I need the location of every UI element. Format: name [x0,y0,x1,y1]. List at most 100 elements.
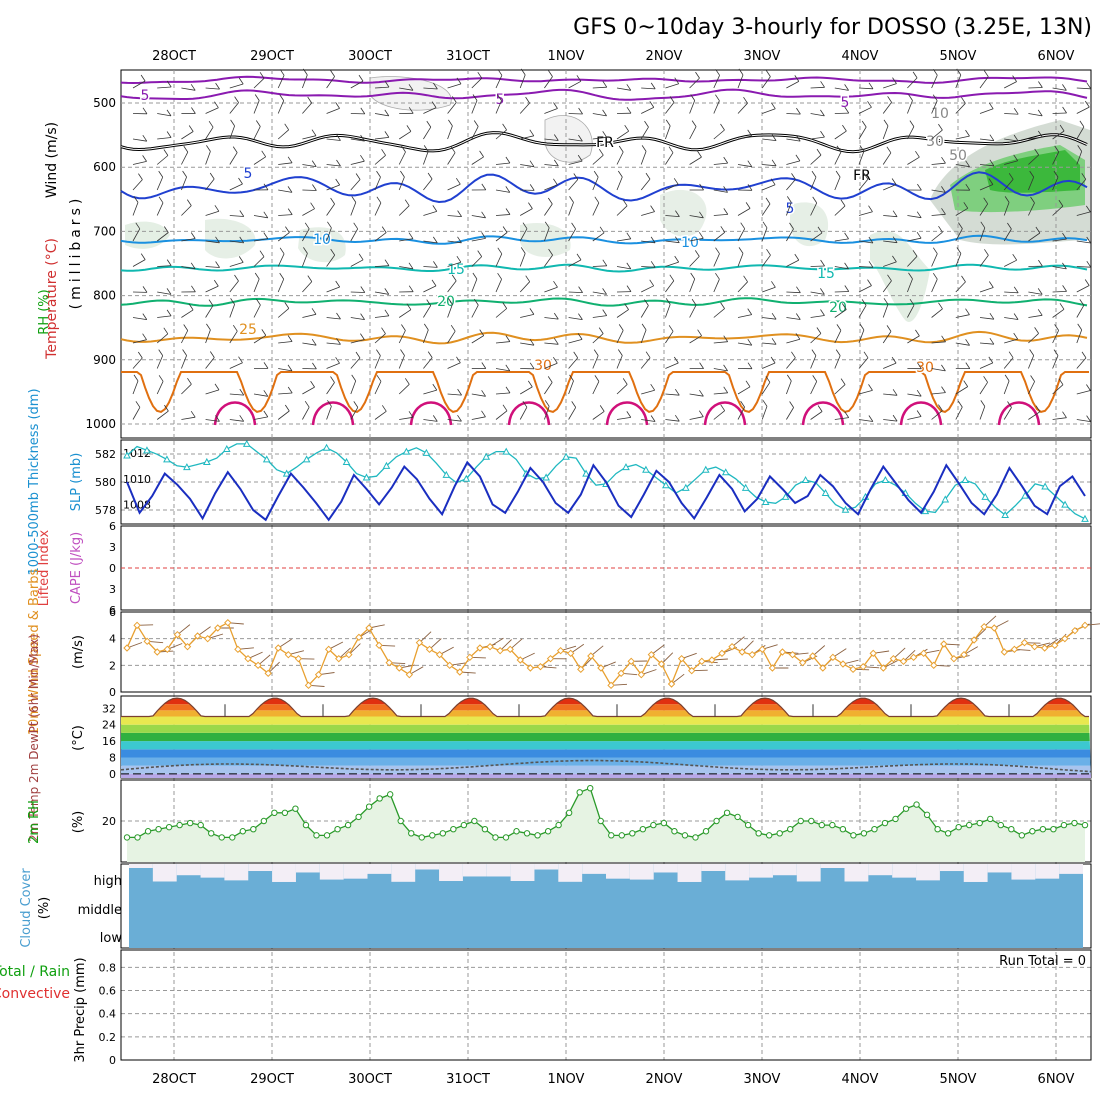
cloud-high-gap [177,864,201,875]
contour-label: 30 [916,360,934,376]
rh2m-point [724,810,729,815]
rh2m-point [293,806,298,811]
cloud-high-gap [678,864,702,882]
cloud-high-gap [868,864,892,875]
rh2m-point [135,835,140,840]
rh2m-point [387,792,392,797]
contour-label: 5 [496,92,505,108]
temp-band [121,749,1091,757]
thickness-tick: 582 [95,448,116,461]
rh2m-point [924,812,929,817]
rh2m-point [756,831,761,836]
rh2m-point [903,806,908,811]
contour-label: 20 [437,294,455,310]
contour-label: 30 [534,358,552,374]
rh2m-point [230,835,235,840]
rh2m-point [1072,820,1077,825]
rh2m-point [1009,827,1014,832]
wind-tick: 0 [109,686,116,699]
temp-tick: 0 [109,768,116,781]
rh2m-point [840,827,845,832]
temp-band [121,774,1091,778]
pressure-tick: 900 [93,353,116,367]
rh2m-point [872,827,877,832]
ylabel-wind: Wind (m/s) [44,122,60,198]
rh2m-point [1051,827,1056,832]
rh2m-point [609,833,614,838]
rh2m-point [861,831,866,836]
cloud-level-low: low [100,931,123,946]
rh2m-point [145,829,150,834]
rh2m-point [577,790,582,795]
cloud-high-gap [153,864,177,881]
rh2m-point [1082,822,1087,827]
rh2m-point [514,829,519,834]
pressure-tick: 500 [93,96,116,110]
cloud-high-gap [272,864,296,882]
rh2m-point [124,835,129,840]
date-label-top: 6NOV [1038,49,1075,64]
cloud-high-gap [248,864,272,871]
wind-barb [1053,113,1067,114]
cloud-high-gap [749,864,773,878]
temp-band [121,766,1091,774]
run-total: Run Total = 0 [999,954,1086,969]
cloud-high-gap [845,864,869,881]
wind-barb [1028,88,1042,89]
rh2m-point [672,829,677,834]
rh2m-point [630,831,635,836]
wind-barb [569,114,583,115]
date-label-bottom: 31OCT [446,1072,490,1087]
contour-label: 5 [244,166,253,182]
cape-tick: 0 [109,562,116,575]
ylabel-rh: RH (%) [37,289,52,334]
rh2m-point [977,820,982,825]
cloud-high-gap [487,864,511,876]
contour-label: FR [853,168,871,184]
contour-label: 20 [829,300,847,316]
cloud-high-gap [463,864,487,876]
cape-tick: 6 [109,520,116,533]
rh2m-point [830,822,835,827]
rh2m-point [745,822,750,827]
pressure-tick: 800 [93,289,116,303]
contour-label: 10 [313,232,331,248]
rh2m-point [1061,822,1066,827]
rh2m-point [198,822,203,827]
rh2m-point [282,810,287,815]
ylabel-convective: Convective [0,986,70,1002]
date-label-bottom: 4NOV [842,1072,879,1087]
ylabel-total-rain: Total / Rain [0,964,70,980]
ylabel-temp-units: (°C) [71,725,86,751]
precip-tick: 0 [109,1054,116,1067]
cloud-high-gap [1059,864,1083,874]
cloud-level-middle: middle [78,903,122,918]
cloud-high-gap [391,864,415,882]
rh2m-point [945,831,950,836]
rh2m-point [419,835,424,840]
rh2m-point [166,824,171,829]
cloud-high-gap [916,864,940,880]
date-label-top: 5NOV [940,49,977,64]
rh2m-point [703,829,708,834]
rh2m-point [472,818,477,823]
precip-tick: 0.4 [99,1008,117,1021]
date-label-bottom: 29OCT [250,1072,294,1087]
contour-label: 25 [239,322,257,338]
ylabel-wind-units: (m/s) [71,635,86,669]
date-label-top: 30OCT [348,49,392,64]
cloud-high-gap [773,864,797,875]
rh2m-point [1030,829,1035,834]
chart-title: GFS 0~10day 3-hourly for DOSSO (3.25E, 1… [573,15,1092,40]
cloud-high-gap [201,864,225,878]
date-label-top: 31OCT [446,49,490,64]
pressure-tick: 600 [93,160,116,174]
cloud-high-gap [439,864,463,881]
rh2m-point [598,818,603,823]
cloud-high-gap [344,864,368,879]
upper-panel [121,70,1091,438]
rh2m-point [461,822,466,827]
temp-tick: 24 [102,719,116,732]
thickness-tick: 578 [95,504,116,517]
rh2m-point [345,822,350,827]
